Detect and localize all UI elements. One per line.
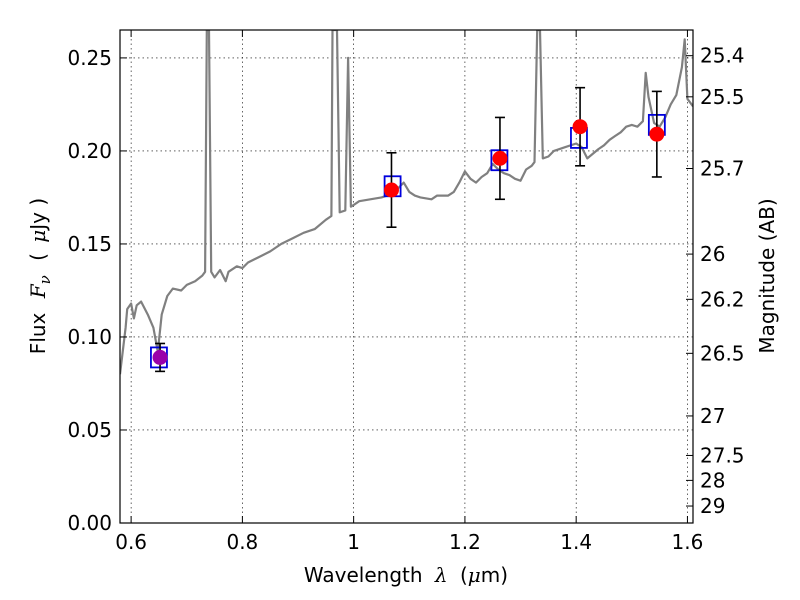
model-spectrum-layer [120,30,693,375]
y-tick-label: 0.25 [67,46,112,70]
x-tick-label: 1 [347,530,360,554]
x-tick-label: 1.4 [560,530,592,554]
x-axis-title: Wavelength λ (μm) [304,563,508,587]
observed-point [492,150,508,166]
y-tick-label: 0.20 [67,139,112,163]
observed-point [572,119,588,135]
y2-tick-label: 25.7 [700,157,745,181]
observed-point [383,182,399,198]
y2-tick-label: 28 [700,468,725,492]
observed-point [649,126,665,142]
y2-axis-title: Magnitude (AB) [755,198,779,353]
y2-tick-label: 27 [700,404,725,428]
y-tick-label: 0.05 [67,418,112,442]
x-tick-label: 1.2 [449,530,481,554]
observed-point [152,349,168,365]
x-tick-label: 0.6 [115,530,147,554]
data-points-layer [150,86,666,373]
y2-tick-label: 29 [700,494,725,518]
axis-ticks: 0.6 0.8 1 1.2 1.4 1.6 0.00 0.05 0.10 0.15 0.20 0.25… [67,30,745,554]
y-axis-title: Flux Fν ( μJy ) [26,198,55,354]
plot-frame [119,29,694,524]
y2-tick-label: 25.4 [700,44,745,68]
y-tick-label: 0.10 [67,325,112,349]
model-spectrum-line [120,30,693,375]
y2-tick-label: 26 [700,242,725,266]
x-tick-label: 1.6 [672,530,704,554]
y2-tick-label: 26.2 [700,287,745,311]
y2-tick-label: 26.5 [700,341,745,365]
y-tick-label: 0.00 [67,511,112,535]
y2-tick-label: 25.5 [700,85,745,109]
y2-tick-label: 27.5 [700,443,745,467]
x-tick-label: 0.8 [226,530,258,554]
y-tick-label: 0.15 [67,232,112,256]
